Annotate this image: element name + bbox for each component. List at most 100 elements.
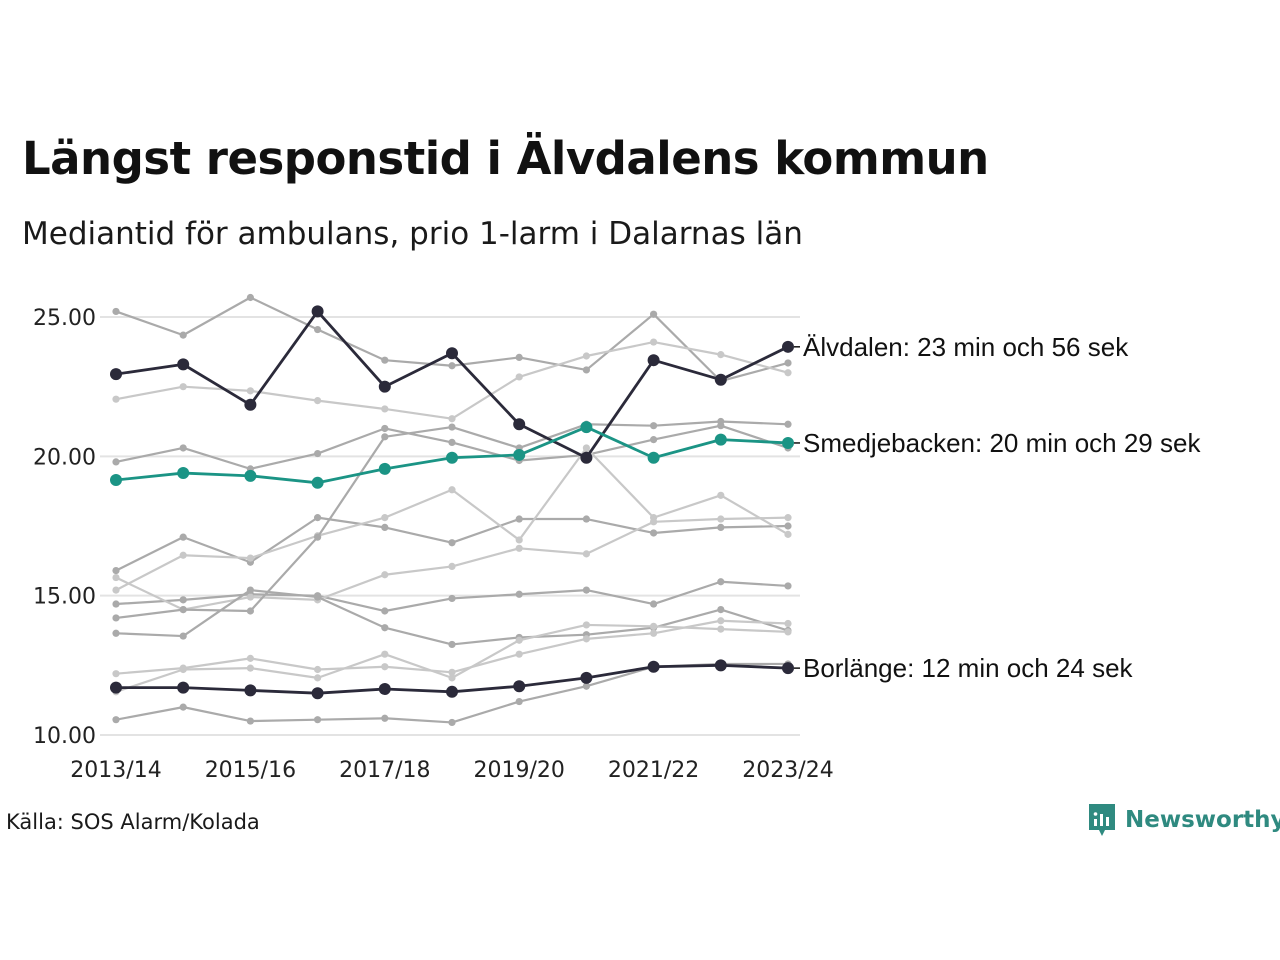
y-tick-label: 10.00 <box>33 724 96 749</box>
series-point <box>381 714 389 722</box>
series <box>110 421 794 489</box>
series-point <box>246 593 254 601</box>
brand-name: Newsworthy <box>1125 807 1280 833</box>
series-point <box>650 338 658 346</box>
series-point <box>647 354 660 367</box>
series <box>112 444 792 594</box>
series-point <box>515 590 523 598</box>
source-note: Källa: SOS Alarm/Kolada <box>6 810 260 834</box>
series-point <box>448 486 456 494</box>
series-point <box>717 606 725 614</box>
series-point <box>448 640 456 649</box>
series-point <box>112 614 120 622</box>
series-point <box>448 362 456 370</box>
series-end-labels: Älvdalen: 23 min och 56 sek Smedjebacken:… <box>794 332 1201 683</box>
series-point <box>177 358 190 371</box>
x-axis-ticks: 2013/14 2015/16 2017/18 2019/20 2021/22 2023/… <box>70 758 833 783</box>
series-point <box>314 674 322 682</box>
series-point <box>179 596 187 604</box>
series-point <box>244 684 257 697</box>
series-point <box>314 593 322 601</box>
series-point <box>717 625 725 633</box>
series-point <box>448 562 456 571</box>
series-point <box>112 573 120 582</box>
series-point <box>515 544 523 552</box>
y-tick-label: 20.00 <box>33 445 96 470</box>
series-point <box>650 518 658 526</box>
series-point <box>378 462 391 475</box>
series-point <box>311 687 324 700</box>
series-point <box>650 422 658 430</box>
series-point <box>446 451 458 464</box>
series-point <box>381 514 389 522</box>
series-point <box>381 523 389 531</box>
series-point <box>110 368 122 381</box>
series-point <box>582 550 591 558</box>
series <box>110 659 794 700</box>
series-point <box>112 307 120 316</box>
series-point <box>314 665 322 674</box>
series-point <box>448 668 456 676</box>
series-point <box>717 491 725 499</box>
series-point <box>112 586 120 594</box>
series-point <box>515 515 523 523</box>
series-point <box>314 325 322 334</box>
y-tick-label: 25.00 <box>33 306 96 331</box>
brand: Newsworthy <box>1087 802 1280 838</box>
series-point <box>311 305 324 318</box>
line-chart: 10.00 15.00 20.00 25.00 2013/14 2015/16 2017/… <box>33 293 1201 783</box>
series-point <box>448 718 456 727</box>
series-point <box>381 624 389 632</box>
series-point <box>717 351 725 359</box>
series-point <box>246 293 254 302</box>
series-point <box>580 421 593 434</box>
x-tick-label: 2013/14 <box>70 758 161 783</box>
series-point <box>177 681 190 694</box>
series-point <box>650 310 658 318</box>
series-point <box>381 650 389 658</box>
series-point <box>314 533 322 541</box>
series-point <box>448 594 456 603</box>
series-point <box>246 387 254 395</box>
series-point <box>179 606 187 614</box>
series-point <box>784 359 792 367</box>
series-point <box>580 451 593 464</box>
series-point <box>582 621 591 629</box>
series-point <box>244 398 257 411</box>
series-point <box>782 436 794 449</box>
series-point <box>717 617 725 625</box>
series-point <box>717 523 725 531</box>
series-point <box>179 444 187 452</box>
series-point <box>515 353 523 362</box>
series-end-label: Borlänge: 12 min och 24 sek <box>803 653 1134 683</box>
series-point <box>378 683 391 696</box>
series-point <box>515 697 523 706</box>
series <box>112 293 792 385</box>
series-point <box>381 607 389 615</box>
series-point <box>650 436 658 444</box>
series-point <box>714 659 727 672</box>
series-point <box>650 629 658 637</box>
background-series <box>112 293 792 727</box>
series-point <box>650 622 658 630</box>
series-point <box>179 632 187 640</box>
series-point <box>110 681 122 694</box>
series-point <box>515 373 523 381</box>
series-point <box>650 600 658 608</box>
series-point <box>714 433 727 446</box>
series-point <box>513 448 526 461</box>
series-point <box>650 529 658 537</box>
x-tick-label: 2017/18 <box>339 758 430 783</box>
series-point <box>112 566 120 575</box>
series-point <box>582 444 591 452</box>
series-point <box>246 654 254 662</box>
series-point <box>784 530 792 538</box>
series-point <box>647 451 660 464</box>
series-point <box>782 662 794 675</box>
series-point <box>513 680 526 693</box>
series-point <box>515 650 523 658</box>
series-point <box>112 670 120 678</box>
series-point <box>179 703 187 711</box>
series-point <box>784 522 792 530</box>
series-point <box>582 515 591 523</box>
